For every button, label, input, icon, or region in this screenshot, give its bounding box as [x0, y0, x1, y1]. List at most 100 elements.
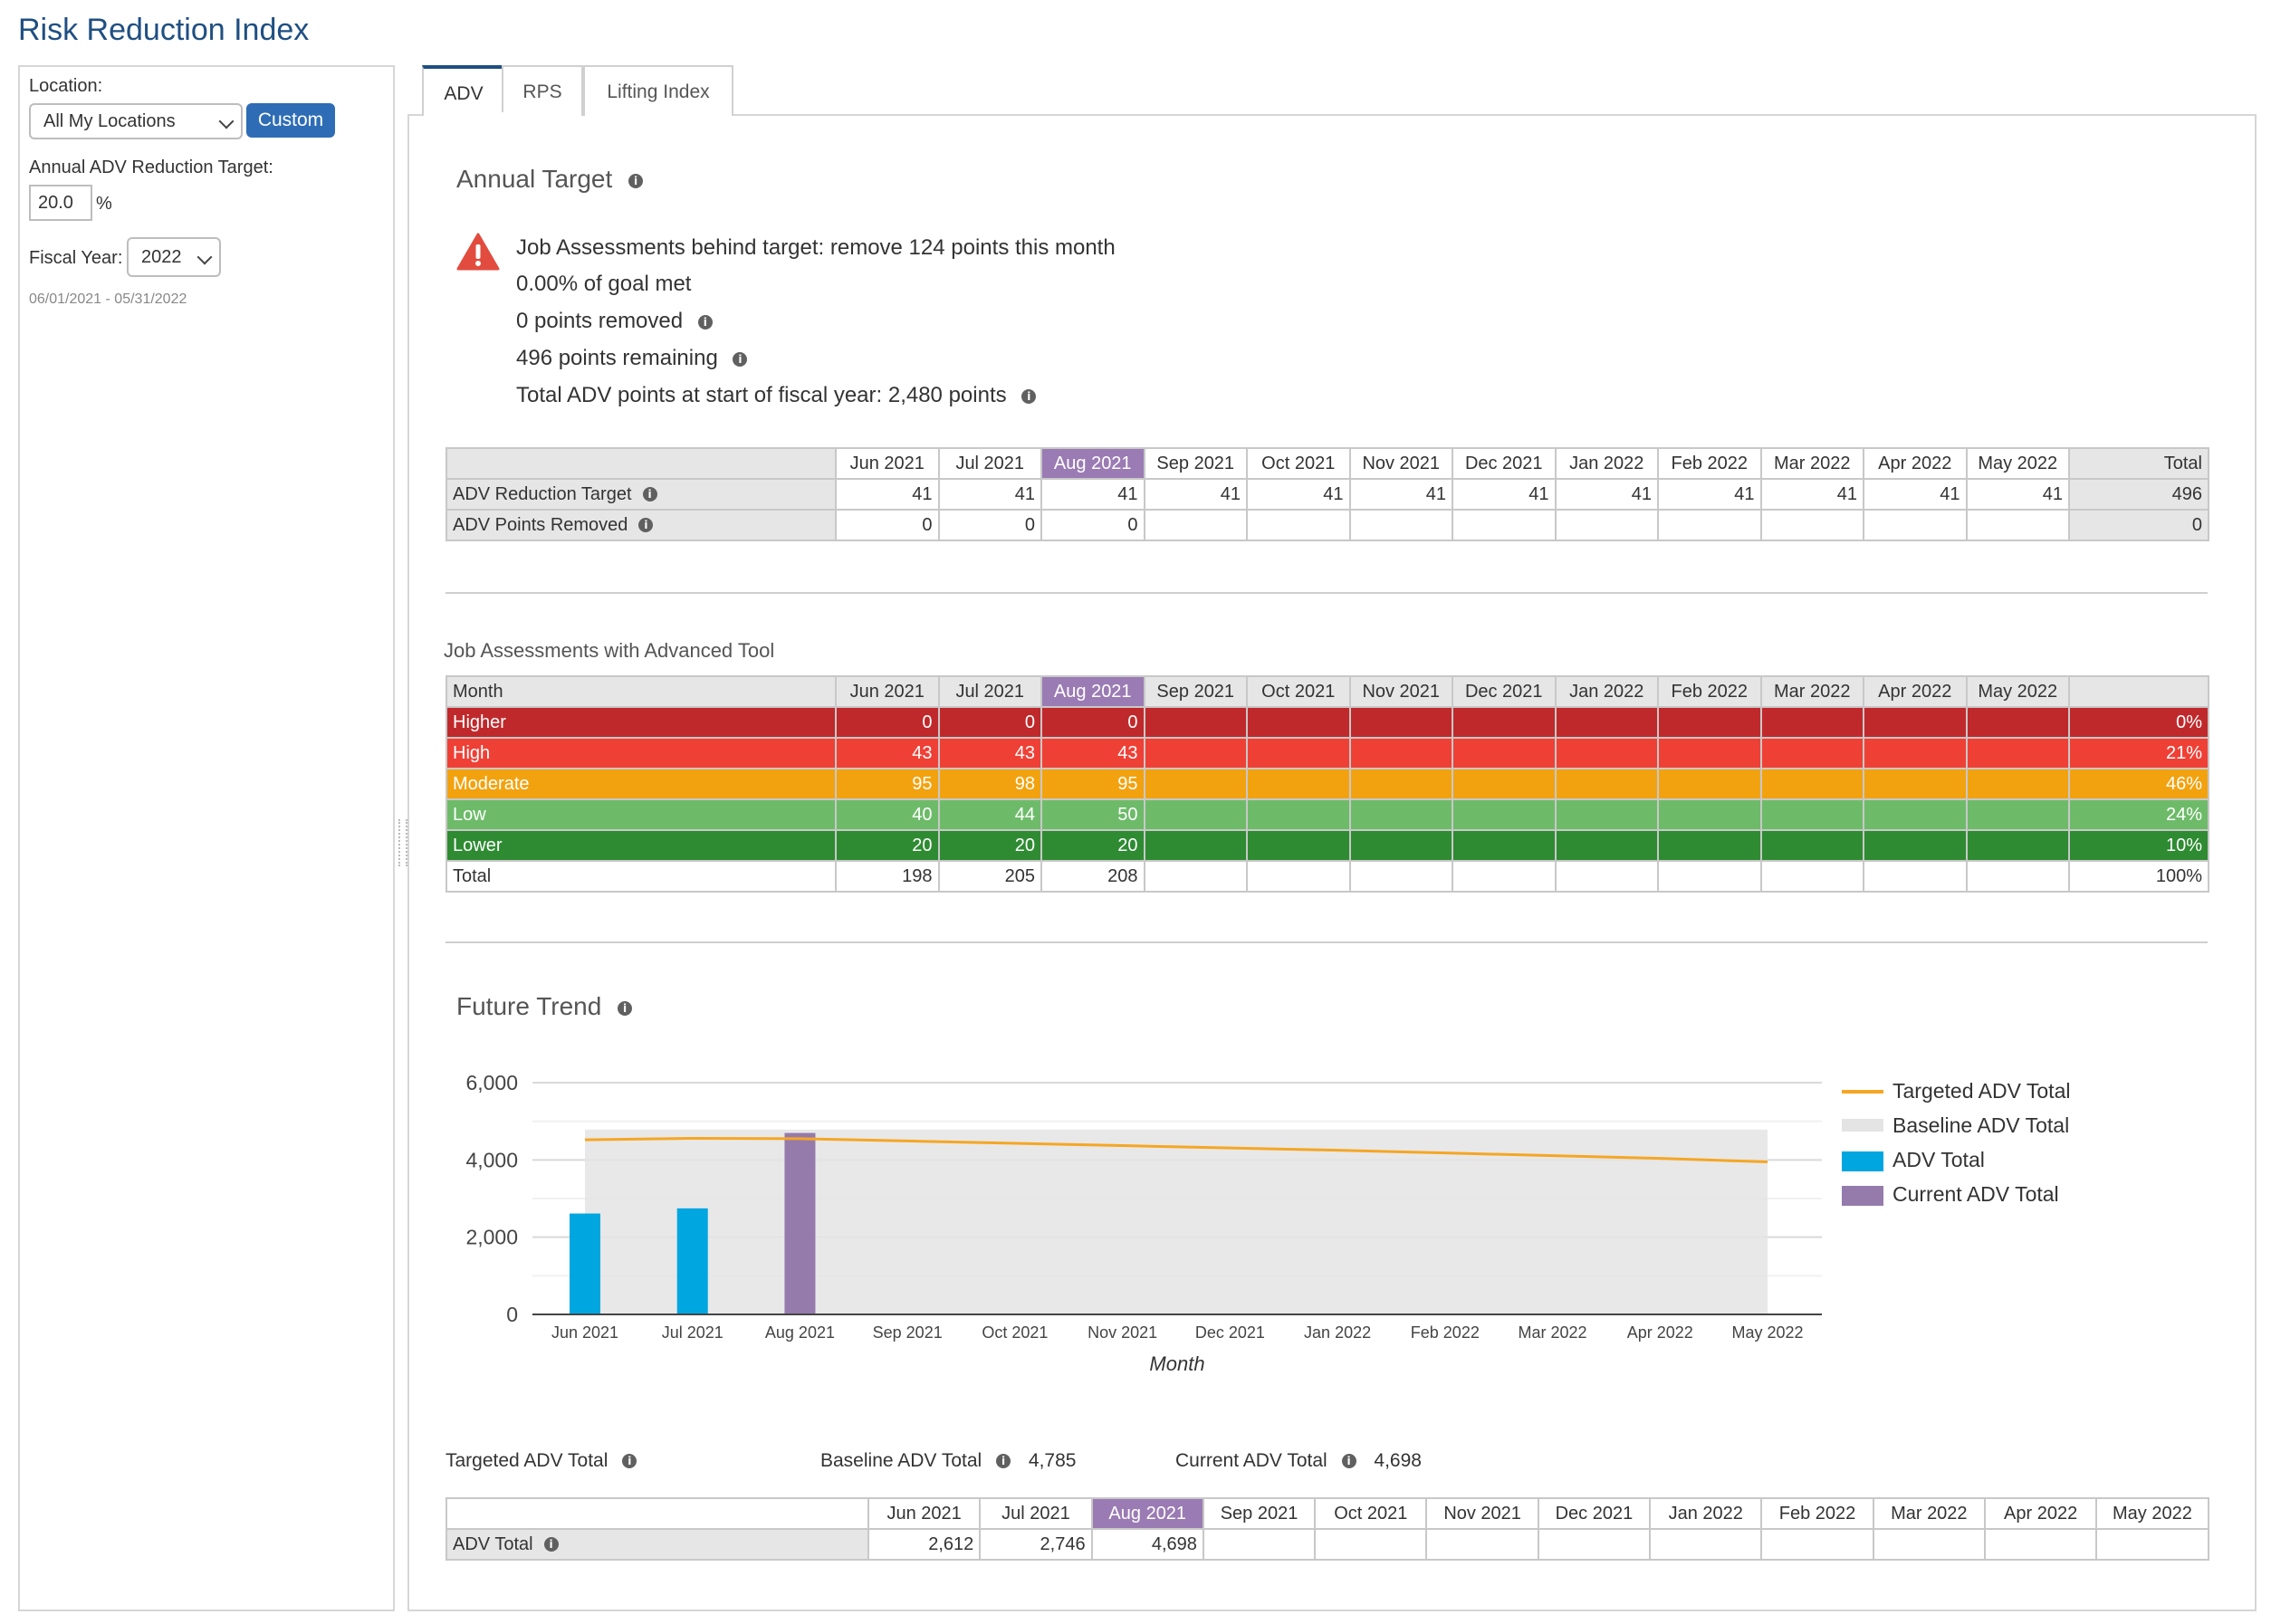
tab-rps[interactable]: RPS [502, 65, 583, 116]
month-header: Jan 2022 [1649, 1497, 1763, 1530]
table-cell: 40 [835, 798, 940, 831]
x-tick-label: Mar 2022 [1519, 1323, 1587, 1342]
row-total: 21% [2068, 737, 2209, 769]
table-header-row: Jun 2021 Jul 2021 Aug 2021 Sep 2021 Oct 2021… [446, 1497, 2209, 1530]
row-label: ADV Total i [446, 1528, 869, 1561]
legend-baseline[interactable]: Baseline ADV Total [1892, 1113, 2070, 1137]
panel-resize-handle[interactable] [398, 819, 407, 866]
location-select[interactable]: All My Locations [29, 103, 243, 139]
info-icon[interactable]: i [628, 173, 644, 188]
adv-total-table: Jun 2021 Jul 2021 Aug 2021 Sep 2021 Oct 2021… [446, 1497, 2209, 1561]
info-icon[interactable]: i [543, 1537, 559, 1552]
info-icon[interactable]: i [638, 518, 654, 533]
table-cell [1863, 706, 1968, 739]
row-total: 0 [2068, 509, 2209, 541]
table-cell [1554, 737, 1659, 769]
table-cell [1863, 509, 1968, 541]
table-cell [1554, 706, 1659, 739]
x-tick-label: Nov 2021 [1088, 1323, 1157, 1342]
x-tick-label: Aug 2021 [765, 1323, 835, 1342]
y-tick-label: 4,000 [465, 1148, 518, 1171]
table-cell [1863, 768, 1968, 800]
table-cell [1452, 768, 1557, 800]
table-cell: 205 [937, 860, 1042, 893]
row-total: 100% [2068, 860, 2209, 893]
target-table: Jun 2021 Jul 2021 Aug 2021 Sep 2021 Oct 2021… [446, 447, 2209, 541]
table-row: Higher 0 0 0 0% [446, 706, 2209, 739]
x-tick-label: Apr 2022 [1627, 1323, 1693, 1342]
month-header: Dec 2021 [1452, 675, 1557, 708]
month-header: Aug 2021 [1040, 447, 1145, 480]
month-header: Feb 2022 [1657, 447, 1762, 480]
custom-button[interactable]: Custom [246, 103, 335, 138]
tab-bar: ADV RPS Lifting Index [422, 65, 784, 116]
month-header: May 2022 [1965, 675, 2070, 708]
table-cell [1143, 798, 1248, 831]
table-cell [1348, 829, 1453, 862]
total-header: Total [2068, 447, 2209, 480]
row-label-text: ADV Total [453, 1533, 533, 1554]
month-header: Sep 2021 [1143, 675, 1248, 708]
table-cell [1759, 798, 1864, 831]
table-cell: 41 [1965, 478, 2070, 511]
x-tick-label: Dec 2021 [1195, 1323, 1265, 1342]
month-header: Mar 2022 [1759, 447, 1864, 480]
info-icon[interactable]: i [622, 1454, 637, 1469]
table-cell: 0 [937, 509, 1042, 541]
info-icon[interactable]: i [618, 1000, 633, 1016]
info-icon[interactable]: i [697, 314, 713, 330]
annual-target-title: Annual Target i [456, 165, 644, 194]
x-tick-label: May 2022 [1731, 1323, 1803, 1342]
table-row: ADV Points Removed i 0 0 0 0 [446, 509, 2209, 541]
table-cell: 44 [937, 798, 1042, 831]
table-cell: 41 [835, 478, 940, 511]
table-cell [1143, 768, 1248, 800]
table-header-cell [446, 447, 837, 480]
table-cell: 20 [1040, 829, 1145, 862]
legend-adv[interactable]: ADV Total [1892, 1148, 1985, 1171]
goal-met-text: 0.00% of goal met [516, 272, 692, 296]
tab-adv[interactable]: ADV [422, 65, 505, 116]
month-header: Jul 2021 [979, 1497, 1093, 1530]
table-cell [1246, 706, 1351, 739]
target-input[interactable]: 20.0 [29, 185, 92, 221]
table-cell [1965, 860, 2070, 893]
table-row: Total 198 205 208 100% [446, 860, 2209, 893]
table-cell: 4,698 [1090, 1528, 1204, 1561]
tab-lifting-index[interactable]: Lifting Index [583, 65, 733, 116]
table-cell [1554, 768, 1659, 800]
month-header: Sep 2021 [1202, 1497, 1317, 1530]
table-cell [1314, 1528, 1428, 1561]
month-header: Dec 2021 [1537, 1497, 1652, 1530]
table-cell [1246, 509, 1351, 541]
section-divider [446, 941, 2208, 943]
legend-targeted[interactable]: Targeted ADV Total [1892, 1079, 2071, 1103]
month-header: Feb 2022 [1760, 1497, 1874, 1530]
table-cell: 98 [937, 768, 1042, 800]
x-tick-label: Oct 2021 [982, 1323, 1048, 1342]
table-cell [1554, 860, 1659, 893]
table-cell [1863, 860, 1968, 893]
risk-level-label: Lower [446, 829, 837, 862]
location-select-value: All My Locations [43, 111, 176, 131]
info-icon[interactable]: i [1341, 1454, 1356, 1469]
info-icon[interactable]: i [642, 487, 657, 502]
table-cell [1965, 768, 2070, 800]
legend-current[interactable]: Current ADV Total [1892, 1182, 2059, 1206]
adv-total-bar [570, 1213, 600, 1314]
info-icon[interactable]: i [733, 351, 748, 367]
current-summary-value: 4,698 [1374, 1450, 1422, 1471]
info-icon[interactable]: i [996, 1454, 1011, 1469]
future-trend-chart: 0 2,000 4,000 6,000 Jun 2021 Jul 2021 Aug 2021… [465, 1071, 1822, 1375]
fiscal-year-select[interactable]: 2022 [127, 237, 221, 277]
y-tick-label: 2,000 [465, 1226, 518, 1249]
month-header: Oct 2021 [1246, 675, 1351, 708]
targeted-summary-label: Targeted ADV Total [446, 1450, 608, 1471]
table-cell [1452, 509, 1557, 541]
info-icon[interactable]: i [1021, 388, 1037, 404]
table-row: High 43 43 43 21% [446, 737, 2209, 769]
table-cell: 41 [1246, 478, 1351, 511]
risk-level-label: Moderate [446, 768, 837, 800]
table-cell: 41 [1657, 478, 1762, 511]
table-cell: 43 [1040, 737, 1145, 769]
